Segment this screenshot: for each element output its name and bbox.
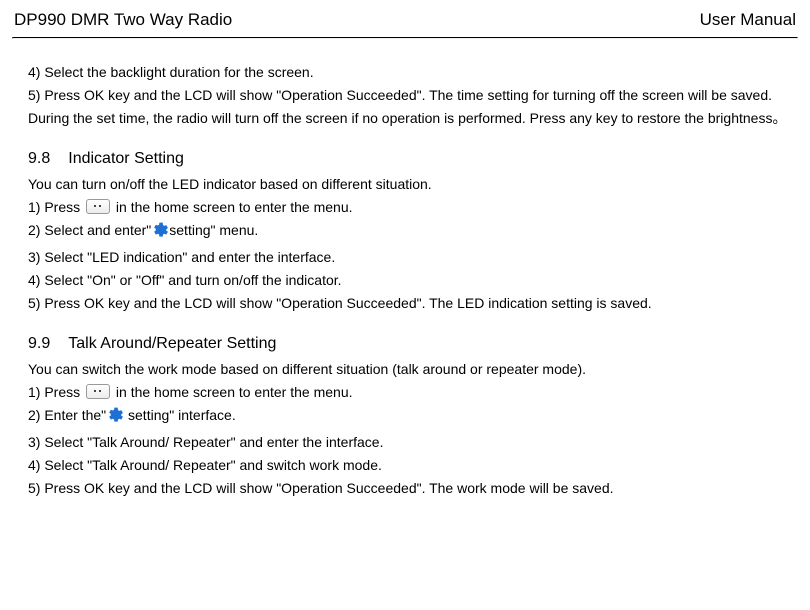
section-99-step-2: 2) Enter the" setting" interface. (28, 405, 794, 428)
page: DP990 DMR Two Way Radio User Manual 4) S… (0, 0, 810, 513)
section-99-step-4: 4) Select "Talk Around/ Repeater" and sw… (28, 455, 794, 475)
section-99-title: 9.9 Talk Around/Repeater Setting (28, 332, 794, 355)
section-99-heading: Talk Around/Repeater Setting (68, 335, 276, 352)
section-99-step-2a: 2) Enter the" (28, 407, 106, 423)
section-98-step-2a: 2) Select and enter" (28, 222, 151, 238)
section-98-number: 9.8 (28, 150, 50, 167)
section-98-lead: You can turn on/off the LED indicator ba… (28, 174, 794, 194)
section-99-step-3: 3) Select "Talk Around/ Repeater" and en… (28, 432, 794, 452)
section-99-step-1a: 1) Press (28, 384, 80, 400)
section-98-heading: Indicator Setting (68, 150, 184, 167)
menu-key-icon (86, 384, 110, 399)
gear-path (155, 223, 169, 237)
section-98-step-2: 2) Select and enter" setting" menu. (28, 220, 794, 243)
intro-note: During the set time, the radio will turn… (28, 108, 794, 128)
section-98-step-1a: 1) Press (28, 199, 80, 215)
section-98-step-3: 3) Select "LED indication" and enter the… (28, 247, 794, 267)
section-99-step-5: 5) Press OK key and the LCD will show "O… (28, 478, 794, 498)
menu-key-icon (86, 199, 110, 214)
section-99-step-1b: in the home screen to enter the menu. (116, 384, 353, 400)
section-99-step-2b: setting" interface. (124, 407, 236, 423)
section-98-step-5: 5) Press OK key and the LCD will show "O… (28, 293, 794, 313)
gear-icon (107, 407, 123, 428)
header-right: User Manual (700, 8, 796, 33)
gear-icon (152, 222, 168, 243)
intro-step-5: 5) Press OK key and the LCD will show "O… (28, 85, 794, 105)
section-98-step-1: 1) Press in the home screen to enter the… (28, 197, 794, 217)
section-98-step-4: 4) Select "On" or "Off" and turn on/off … (28, 270, 794, 290)
gear-path (109, 408, 123, 422)
section-98-title: 9.8 Indicator Setting (28, 147, 794, 170)
section-98-step-1b: in the home screen to enter the menu. (116, 199, 353, 215)
section-99-number: 9.9 (28, 335, 50, 352)
header-left: DP990 DMR Two Way Radio (14, 8, 232, 33)
section-99-lead: You can switch the work mode based on di… (28, 359, 794, 379)
section-98-step-2b: setting" menu. (169, 222, 258, 238)
content: 4) Select the backlight duration for the… (12, 39, 798, 499)
intro-step-4: 4) Select the backlight duration for the… (28, 62, 794, 82)
section-99-step-1: 1) Press in the home screen to enter the… (28, 382, 794, 402)
page-header: DP990 DMR Two Way Radio User Manual (12, 8, 798, 37)
